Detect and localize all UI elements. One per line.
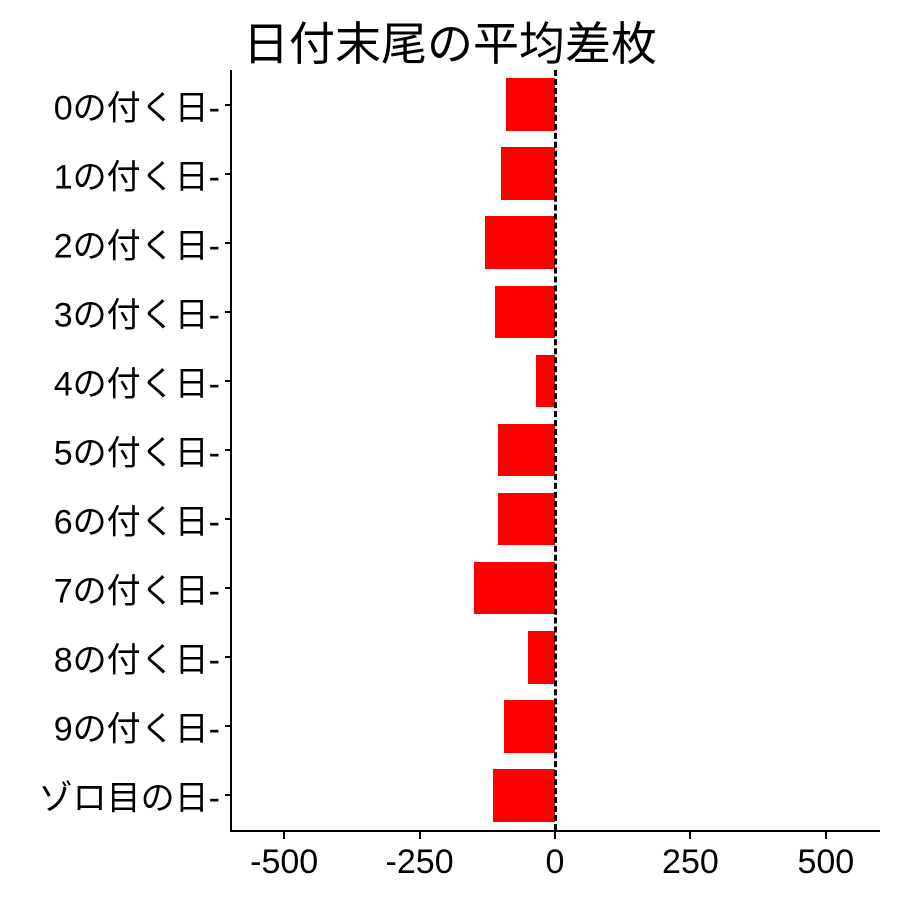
bar (536, 355, 555, 408)
bar (495, 286, 555, 339)
y-axis-label: ゾロ目の日- (39, 771, 220, 820)
y-axis-tick (225, 311, 232, 313)
y-axis-label: 5の付く日- (54, 426, 220, 475)
y-axis-tick (225, 449, 232, 451)
x-axis-tick (825, 830, 827, 839)
bar (506, 78, 555, 131)
y-axis-tick (225, 242, 232, 244)
bar (498, 424, 555, 477)
y-axis-tick (225, 104, 232, 106)
y-axis-tick (225, 173, 232, 175)
y-axis-label: 7の付く日- (54, 564, 220, 613)
bar (504, 700, 555, 753)
x-axis-label: 0 (546, 843, 565, 882)
chart-title: 日付末尾の平均差枚 (0, 8, 900, 74)
y-axis-label: 3の付く日- (54, 287, 220, 336)
bar (501, 147, 555, 200)
x-axis-label: -500 (250, 843, 318, 882)
x-axis-tick (689, 830, 691, 839)
bar (493, 769, 555, 822)
y-axis-label: 9の付く日- (54, 702, 220, 751)
x-axis-tick (283, 830, 285, 839)
x-axis-label: 500 (797, 843, 854, 882)
zero-reference-line (554, 70, 557, 830)
y-axis-tick (225, 380, 232, 382)
y-axis-label: 8の付く日- (54, 633, 220, 682)
y-axis-label: 6の付く日- (54, 495, 220, 544)
bar (498, 493, 555, 546)
y-axis-tick (225, 725, 232, 727)
bar (485, 216, 555, 269)
bar (528, 631, 555, 684)
y-axis-label: 0の付く日- (54, 80, 220, 129)
chart-container: 日付末尾の平均差枚 0の付く日- 1の付く日- 2の付く日- 3の付く日- 4の付く日-… (0, 0, 900, 900)
y-axis-tick (225, 518, 232, 520)
x-axis-label: 250 (662, 843, 719, 882)
y-axis-tick (225, 656, 232, 658)
x-axis-tick (554, 830, 556, 839)
y-axis-tick (225, 587, 232, 589)
y-axis-tick (225, 794, 232, 796)
y-axis-label: 1の付く日- (54, 149, 220, 198)
x-axis-label: -250 (386, 843, 454, 882)
y-axis-label: 4の付く日- (54, 356, 220, 405)
y-axis-label: 2の付く日- (54, 218, 220, 267)
bar (474, 562, 555, 615)
x-axis-tick (419, 830, 421, 839)
